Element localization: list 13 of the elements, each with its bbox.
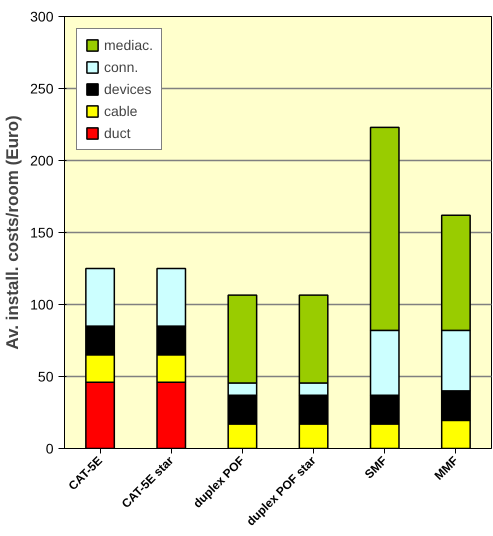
legend-label: devices xyxy=(104,81,152,97)
y-tick-label: 250 xyxy=(30,80,54,96)
y-tick-label: 50 xyxy=(38,368,54,384)
legend-label: duct xyxy=(104,125,130,141)
legend-label: mediac. xyxy=(104,37,154,53)
y-tick-label: 0 xyxy=(46,440,54,456)
y-tick-label: 150 xyxy=(30,224,54,240)
legend-label: conn. xyxy=(104,59,138,75)
y-axis-title: Av. install. costs/room (Euro) xyxy=(3,115,22,350)
y-tick-label: 100 xyxy=(30,296,54,312)
legend-label: cable xyxy=(104,103,138,119)
y-tick-label: 200 xyxy=(30,152,54,168)
y-tick-label: 300 xyxy=(30,8,54,24)
